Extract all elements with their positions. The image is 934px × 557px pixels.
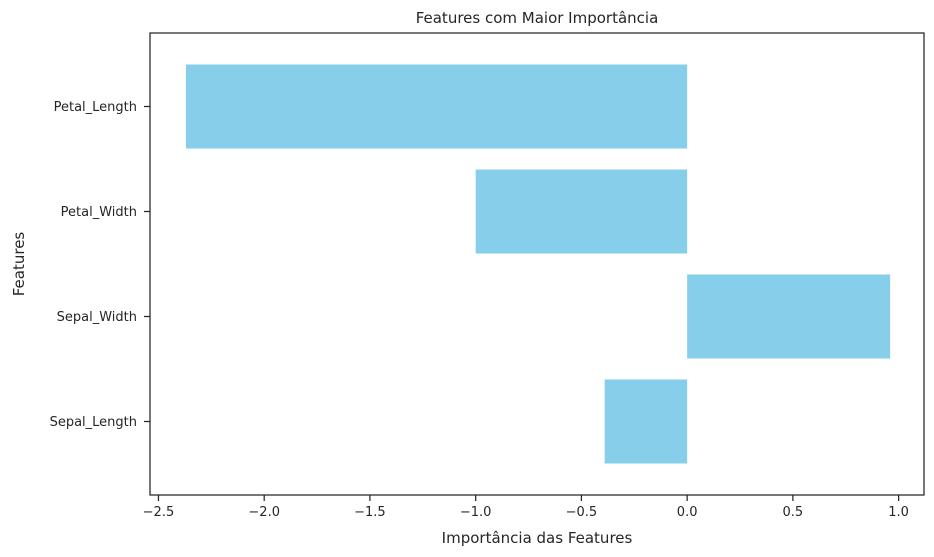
y-axis-ticks: Sepal_Length Sepal_Width Petal_Width Petal_… [50, 100, 150, 430]
bar-petal-width [475, 169, 688, 254]
y-tick-label: Sepal_Width [57, 310, 137, 325]
y-tick-label: Sepal_Length [50, 415, 137, 430]
plot-frame [149, 32, 925, 496]
bars-group [185, 64, 891, 464]
bar-sepal-width [687, 274, 891, 359]
x-tick-label: −2.0 [248, 505, 280, 520]
x-tick-label: 0.0 [677, 505, 698, 520]
y-tick-label: Petal_Width [61, 205, 137, 220]
x-axis-label: Importância das Features [442, 529, 633, 547]
x-tick-label: 0.5 [783, 505, 804, 520]
x-tick-label: 1.0 [888, 505, 909, 520]
y-axis-label: Features [10, 232, 28, 297]
x-tick-label: −0.5 [566, 505, 598, 520]
x-axis-ticks: −2.5 −2.0 −1.5 −1.0 −0.5 0.0 0.5 1.0 [143, 495, 909, 520]
chart-title: Features com Maior Importância [416, 9, 659, 27]
x-tick-label: −1.5 [354, 505, 386, 520]
x-tick-label: −1.0 [460, 505, 492, 520]
x-tick-label: −2.5 [143, 505, 175, 520]
bar-petal-length [185, 64, 688, 149]
y-tick-label: Petal_Length [54, 100, 137, 115]
bar-sepal-length [604, 379, 688, 464]
